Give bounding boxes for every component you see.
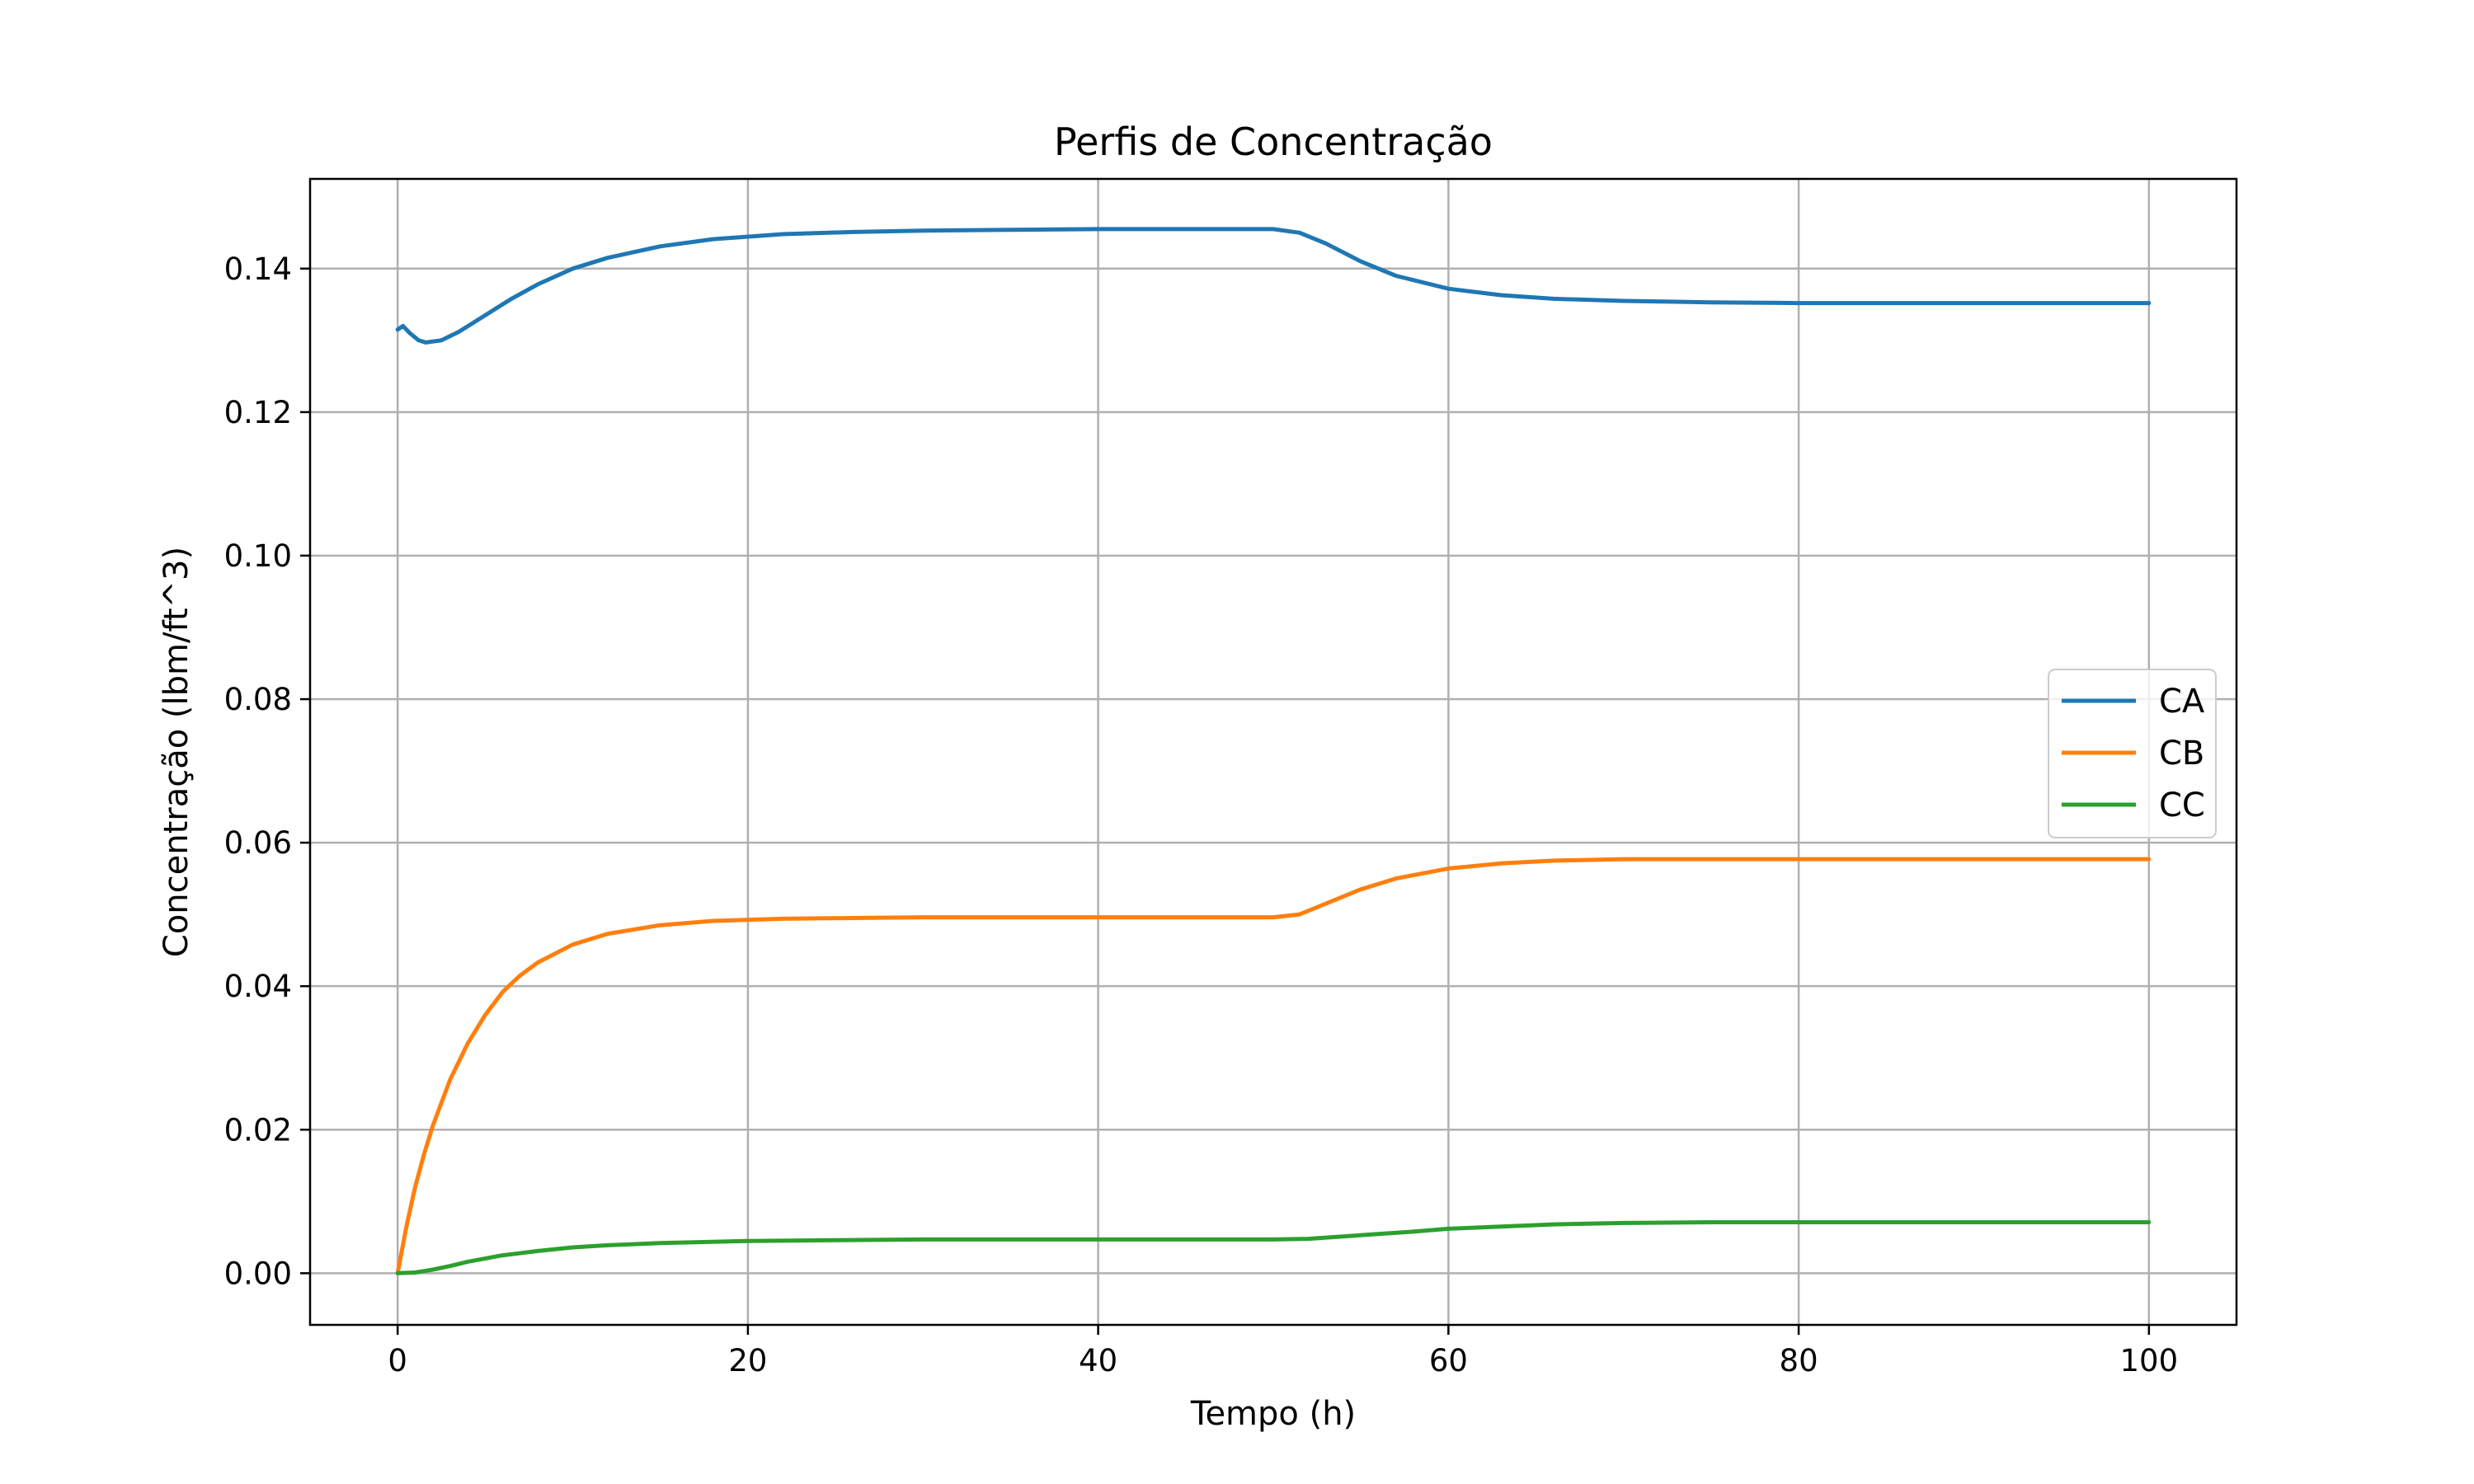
- y-tick-label: 0.12: [224, 395, 292, 430]
- y-tick-label: 0.08: [224, 682, 292, 717]
- series-line-ca: [395, 227, 2152, 345]
- y-axis-label: Concentração (lbm/ft^3): [158, 547, 195, 957]
- series-line-cb: [395, 857, 2152, 1275]
- x-tick-label: 60: [1429, 1343, 1468, 1378]
- x-axis-label: Tempo (h): [1190, 1395, 1356, 1433]
- x-tick-label: 80: [1780, 1343, 1818, 1378]
- chart-title: Perfis de Concentração: [1054, 120, 1493, 164]
- y-tick-label: 0.14: [224, 251, 292, 287]
- y-tick-label: 0.00: [224, 1256, 292, 1291]
- grid: [310, 179, 2236, 1325]
- legend-label-cc: CC: [2159, 787, 2205, 824]
- x-tick-label: 20: [728, 1343, 767, 1378]
- legend-label-ca: CA: [2159, 683, 2205, 721]
- y-tick-label: 0.02: [224, 1112, 292, 1148]
- axis-ticks: 0 20 40 60 80 100 0.00 0.02 0.04 0.06 0.08 0.10 0.12…: [224, 251, 2179, 1378]
- x-tick-label: 100: [2120, 1343, 2179, 1378]
- series-line-cc: [395, 1220, 2152, 1275]
- y-tick-label: 0.04: [224, 969, 292, 1004]
- y-tick-label: 0.10: [224, 538, 292, 574]
- legend: CA CB CC: [2048, 669, 2217, 838]
- y-tick-label: 0.06: [224, 825, 292, 861]
- plot-frame: [308, 177, 2238, 1327]
- legend-label-cb: CB: [2159, 735, 2204, 773]
- series-lines: [395, 227, 2152, 1275]
- x-tick-label: 40: [1079, 1343, 1117, 1378]
- x-tick-label: 0: [388, 1343, 407, 1378]
